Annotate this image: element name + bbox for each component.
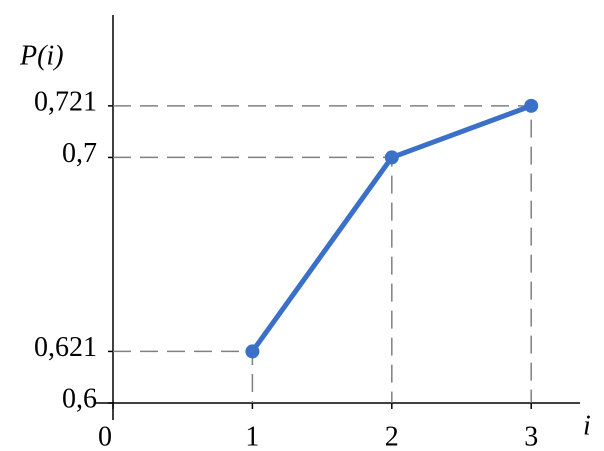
- y-axis-label: P(i): [19, 40, 64, 71]
- x-tick-label: 2: [385, 421, 399, 451]
- point: [384, 150, 399, 165]
- y-tick-label: 0,621: [34, 332, 97, 363]
- point: [245, 344, 260, 359]
- x-tick-label: 0: [98, 421, 112, 451]
- guide-line: [113, 350, 254, 403]
- guide-line: [113, 156, 393, 403]
- x-axis-label: i: [583, 410, 591, 441]
- point: [524, 98, 539, 113]
- y-tick-label: 0,6: [62, 383, 97, 414]
- x-tick-label: 3: [524, 421, 538, 451]
- x-tick-label: 1: [245, 421, 259, 451]
- y-tick-label: 0,7: [62, 138, 97, 169]
- y-tick-label: 0,721: [34, 86, 97, 117]
